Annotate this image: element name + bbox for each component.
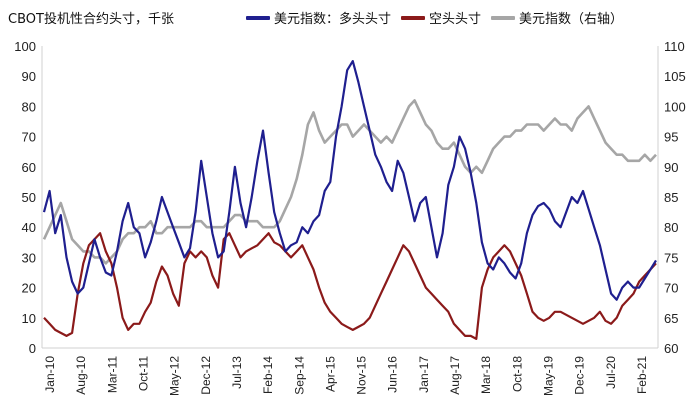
x-tick-label: May-19 [542,356,556,396]
legend-item-short: 空头头寸 [401,8,481,27]
legend-swatch-short [401,15,426,20]
legend-label-long: 美元指数：多头头寸 [274,12,392,27]
x-tick-label: May-12 [168,356,182,396]
legend-swatch-long [246,15,270,20]
series-lines [42,59,657,340]
left-tick-label: 50 [22,190,36,205]
x-tick-label: Oct-11 [136,356,150,391]
left-tick-label: 10 [22,311,36,326]
chart-grid [41,46,659,349]
right-tick-label: 75 [664,250,678,265]
right-tick-label: 80 [664,220,678,235]
x-axis: Jan-10 Aug-10 Mar-11 Oct-11 May-12 Dec-12 Jul-… [43,356,649,396]
right-tick-label: 95 [664,130,678,145]
chart-title: CBOT投机性合约头寸，千张 [8,12,174,27]
x-tick-label: Dec-12 [199,356,213,395]
right-axis: 60 65 70 75 80 85 90 95 100 105 110 [664,39,686,356]
left-tick-label: 80 [22,99,36,114]
x-tick-label: Mar-11 [105,356,119,393]
left-axis: 0 10 20 30 40 50 60 70 80 90 100 [14,39,36,356]
x-tick-label: Jun-16 [386,356,400,393]
left-tick-label: 30 [22,250,36,265]
legend-label-dxy: 美元指数（右轴） [519,12,624,27]
x-tick-label: Aug-17 [448,356,462,395]
series-line-1 [43,232,657,340]
x-tick-label: Mar-18 [479,356,493,394]
x-tick-label: Sep-14 [292,356,306,395]
x-tick-label: Feb-21 [635,356,649,394]
legend-item-long: 美元指数：多头头寸 [246,8,391,27]
right-tick-label: 110 [664,39,685,54]
left-tick-label: 0 [29,341,36,356]
x-tick-label: Jan-10 [43,356,57,393]
x-tick-label: Jan-17 [417,356,431,393]
left-tick-label: 60 [22,160,36,175]
x-tick-label: Jul-13 [230,356,244,389]
left-tick-label: 90 [22,69,36,84]
x-tick-label: Apr-15 [323,356,337,392]
x-tick-label: Aug-10 [74,356,88,395]
x-tick-label: Nov-15 [355,356,369,395]
x-tick-label: Dec-19 [573,356,587,395]
series-line-2 [42,99,657,265]
right-tick-label: 100 [664,99,686,114]
x-tick-label: Oct-18 [510,356,524,392]
right-tick-label: 85 [664,190,678,205]
left-tick-label: 70 [22,130,36,145]
left-tick-label: 40 [22,220,36,235]
right-tick-label: 70 [664,281,678,296]
left-tick-label: 20 [22,281,36,296]
right-tick-label: 105 [664,69,686,84]
x-tick-label: Jul-20 [604,356,618,389]
legend-label-short: 空头头寸 [429,12,482,27]
right-tick-label: 60 [664,341,678,356]
right-tick-label: 90 [664,160,678,175]
left-tick-label: 100 [14,39,36,54]
legend-swatch-dxy [491,15,516,20]
series-line-0 [42,59,657,301]
right-tick-label: 65 [664,311,678,326]
x-tick-label: Feb-14 [261,356,275,394]
legend: 美元指数：多头头寸 空头头寸 美元指数（右轴） [246,8,633,27]
legend-item-dxy: 美元指数（右轴） [491,8,623,27]
